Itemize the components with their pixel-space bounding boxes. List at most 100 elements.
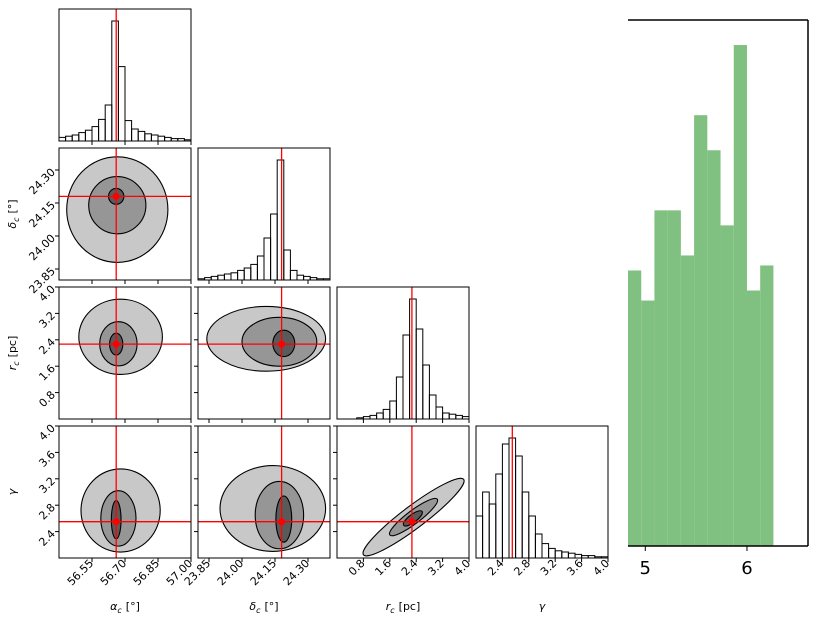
panel-frame [58, 8, 192, 142]
x-tick-label: 5 [640, 558, 651, 579]
panel-inner [337, 426, 469, 558]
hist-bar [117, 66, 126, 141]
panel-inner [59, 287, 191, 419]
panel-frame [58, 286, 192, 420]
y-tick-label: 2.8 [36, 501, 58, 523]
y-tick-label: 1.6 [36, 362, 58, 384]
panel: 0.81.62.43.24.0 [36, 283, 192, 423]
hist-bar [78, 132, 86, 141]
panel-inner [356, 287, 469, 419]
panel-inner [59, 148, 191, 280]
hist-bar [369, 414, 378, 419]
hist-bar [164, 136, 172, 141]
x-tick-label: 3.6 [564, 557, 586, 579]
axis-label-sub: c [12, 361, 21, 366]
hist-bar [131, 128, 139, 141]
panel-frame [58, 147, 192, 281]
hist-bar [395, 376, 404, 419]
x-tick-label: 6 [741, 558, 752, 579]
hist-bar [435, 406, 444, 419]
axis-label-sub: c [117, 606, 122, 615]
truth-point [112, 518, 120, 526]
x-tick-label: 0.8 [346, 557, 368, 579]
hist-bar [144, 133, 152, 141]
hist-bar [482, 491, 490, 558]
hist-bar [243, 267, 252, 280]
hist-bar [150, 134, 159, 141]
x-tick-label: 56.55 [65, 557, 96, 588]
panel-inner [59, 9, 191, 141]
hist-bar [495, 473, 503, 558]
axis-label-symbol: δ [249, 600, 256, 613]
truth-point [408, 518, 416, 526]
hist-bar [733, 45, 747, 547]
truth-point [112, 192, 120, 200]
hist-bar [98, 118, 106, 141]
hist-bar [223, 273, 232, 280]
truth-point [112, 340, 120, 348]
hist-bar [84, 129, 93, 141]
hist-bar [534, 533, 543, 558]
axis-label-unit: [pc] [399, 600, 421, 613]
panel-inner [198, 287, 330, 419]
hist-bar [210, 275, 219, 280]
hist-bar [230, 272, 239, 280]
hist-bar [760, 265, 774, 546]
panel: 2.42.83.23.64.056.55 56.70 56.85 57.00 [36, 422, 195, 589]
hist-bar [528, 515, 536, 558]
panel-frame [475, 425, 609, 559]
axis-label-sub: c [256, 606, 261, 615]
hist-bar [402, 334, 411, 419]
hist-bar [707, 150, 721, 546]
x-tick-label: 24.15 [248, 557, 279, 588]
hist-bar [91, 126, 100, 141]
truth-point [278, 518, 286, 526]
panel-frame [197, 286, 331, 420]
axis-label-symbol: γ [6, 488, 19, 495]
y-tick-label: 24.30 [26, 166, 57, 197]
hist-bar [71, 134, 80, 141]
hist-bar [59, 136, 67, 141]
hist-bar [521, 491, 530, 558]
axis-label-symbol: α [110, 600, 118, 613]
axis-label-unit: [°] [126, 600, 140, 613]
hist-bar [382, 408, 391, 419]
y-tick-label: 4.0 [36, 422, 58, 444]
hist-bar [409, 298, 417, 419]
x-tick-label: 24.00 [215, 557, 246, 588]
hist-bar [270, 213, 278, 280]
hist-bar [256, 255, 265, 280]
hist-bar [448, 413, 457, 419]
axis-label-unit: [pc] [6, 336, 19, 358]
hist-bar [515, 455, 523, 558]
hist-bar [680, 255, 695, 546]
hist-bar [694, 115, 708, 546]
hist-bar [422, 364, 430, 419]
x-tick-label: 4.0 [591, 557, 613, 579]
contour [88, 176, 147, 235]
axis-label-symbol: r [6, 364, 19, 370]
panel-inner [198, 148, 330, 280]
hist-bar [476, 515, 484, 558]
axis-label-symbol: r [386, 600, 392, 613]
axis-label-unit: [°] [6, 199, 19, 213]
axis-label-sub: c [12, 217, 21, 222]
hist-bar [303, 275, 311, 280]
x-tick-label: 56.70 [98, 557, 129, 588]
hist-bar [746, 290, 761, 546]
truth-point [278, 340, 286, 348]
x-tick-label: 1.6 [372, 557, 394, 579]
hist-bar [654, 210, 668, 546]
hist-bar [283, 249, 291, 280]
y-tick-label: 24.00 [26, 232, 57, 263]
hist-bar [104, 104, 113, 141]
hist-bar [389, 400, 397, 419]
hist-bar [455, 414, 463, 419]
axis-label-sub: c [390, 606, 395, 615]
panel-inner [198, 426, 330, 558]
panel-frame [336, 425, 470, 559]
panel-frame [336, 286, 470, 420]
hist-bar [488, 503, 497, 558]
